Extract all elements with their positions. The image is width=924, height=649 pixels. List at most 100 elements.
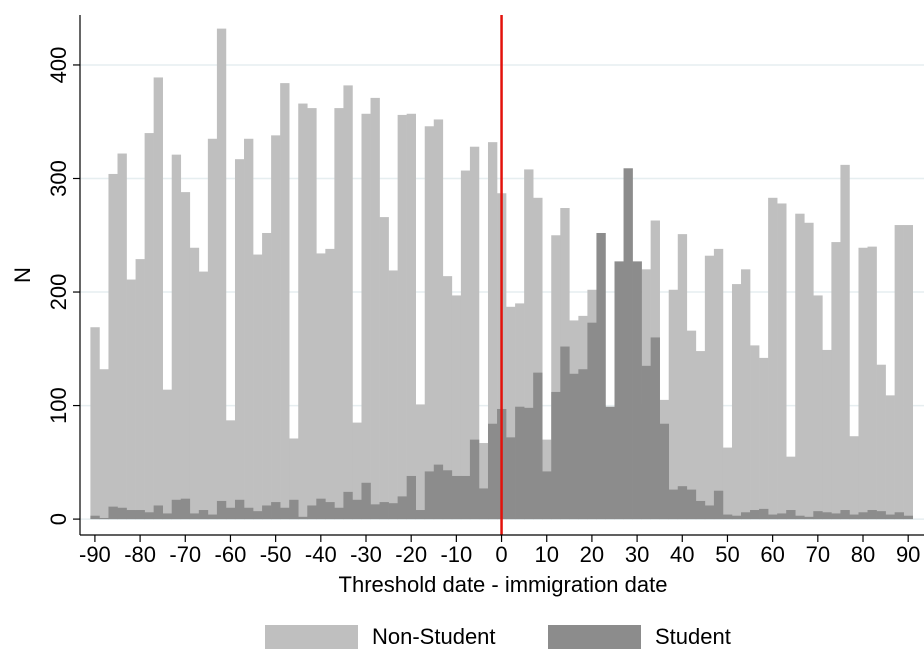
bar (262, 232, 272, 520)
bar (858, 247, 868, 520)
bar (370, 97, 380, 520)
x-tick-label: -50 (260, 542, 292, 567)
x-tick-label: -20 (395, 542, 427, 567)
bar (587, 322, 597, 520)
bar (325, 502, 335, 520)
bar (334, 507, 344, 520)
bar (659, 423, 670, 520)
x-tick-label: 70 (806, 542, 830, 567)
bar (406, 113, 417, 520)
bar (759, 357, 769, 520)
bar (849, 436, 859, 520)
bar (804, 222, 814, 520)
bar (641, 365, 651, 520)
bar (424, 471, 435, 520)
bar (379, 502, 389, 520)
bar (569, 373, 579, 520)
legend-swatch (548, 625, 641, 649)
bar (180, 498, 191, 520)
bar (813, 511, 823, 520)
bar (777, 203, 787, 520)
bar (849, 514, 859, 520)
bar (271, 502, 281, 520)
bar (695, 351, 706, 520)
bar (506, 306, 516, 520)
y-tick-label: 200 (46, 274, 71, 311)
bar (234, 499, 245, 520)
bar (822, 512, 832, 520)
bar (867, 510, 877, 520)
bar (361, 482, 371, 520)
bar (885, 514, 895, 520)
x-tick-label: 30 (625, 542, 649, 567)
bar (388, 270, 398, 520)
bar (551, 235, 561, 520)
bar (361, 113, 371, 520)
bar (225, 420, 236, 520)
y-tick-label: 300 (46, 160, 71, 197)
bar (406, 475, 417, 520)
bar (451, 475, 462, 520)
bar (397, 114, 407, 520)
bar (677, 234, 688, 520)
legend-swatch (265, 625, 358, 649)
x-axis-title: Threshold date - immigration date (339, 572, 668, 597)
bar (244, 507, 254, 520)
bar (207, 138, 218, 520)
bar (298, 516, 308, 520)
bar (99, 369, 109, 520)
bar (307, 108, 317, 520)
bar (343, 491, 353, 520)
bar (433, 119, 444, 520)
bar (253, 511, 263, 520)
bar (858, 512, 868, 520)
bar (135, 510, 145, 520)
bar (316, 498, 326, 520)
bar (108, 506, 118, 520)
bar (379, 217, 389, 520)
bar (677, 486, 688, 520)
bar (578, 369, 588, 520)
bar (876, 364, 886, 520)
bar (831, 242, 841, 520)
bar (614, 261, 624, 520)
bar (777, 513, 787, 520)
bar (126, 510, 136, 520)
bar (560, 346, 570, 520)
bar (135, 259, 145, 520)
bar (668, 289, 679, 520)
bar (280, 83, 290, 520)
bar (180, 192, 191, 520)
bar (424, 126, 435, 520)
x-tick-label: 10 (534, 542, 558, 567)
bar (171, 154, 182, 520)
bar (415, 510, 426, 520)
bar (722, 447, 733, 520)
bar (768, 514, 778, 520)
bar (162, 389, 173, 520)
bar (885, 395, 895, 520)
bar (542, 471, 552, 520)
bar (487, 423, 498, 520)
bar (596, 232, 606, 520)
bar (695, 500, 706, 520)
bar (524, 169, 534, 520)
bar (768, 197, 778, 520)
bar (731, 515, 742, 520)
bar (795, 213, 805, 520)
bar (713, 248, 724, 520)
x-tick-label: 40 (670, 542, 694, 567)
x-tick-label: -80 (124, 542, 156, 567)
bar (442, 276, 453, 520)
bar (623, 168, 633, 520)
bar (144, 512, 154, 520)
bar (451, 295, 462, 520)
bar (289, 438, 299, 520)
bar (370, 504, 380, 520)
bar (506, 437, 516, 520)
bar (713, 490, 724, 520)
bar (99, 517, 109, 520)
bar (207, 514, 218, 520)
bar (307, 505, 317, 520)
bar (515, 406, 525, 520)
